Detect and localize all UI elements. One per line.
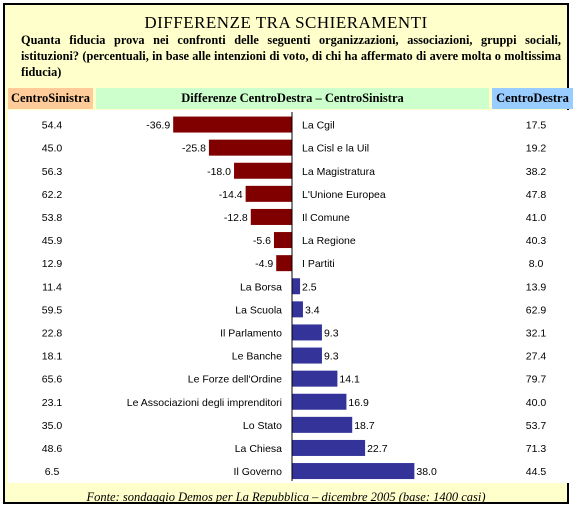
category-label: La Magistratura (302, 166, 375, 178)
difference-bar (173, 116, 292, 133)
difference-bar (292, 324, 322, 341)
chart-frame: DIFFERENZE TRA SCHIERAMENTI Quanta fiduc… (3, 3, 573, 504)
centrosinistra-value: 35.0 (42, 420, 63, 432)
centrodestra-value: 71.3 (526, 443, 547, 455)
header-centrosinistra: CentroSinistra (8, 88, 93, 109)
category-label: Il Governo (234, 466, 283, 478)
header-differences: Differenze CentroDestra – CentroSinistra (96, 88, 489, 109)
category-label: Il Comune (302, 212, 350, 224)
centrosinistra-value: 62.2 (42, 189, 63, 201)
difference-value-label: -5.6 (253, 235, 271, 247)
centrosinistra-value: 45.0 (42, 143, 63, 155)
chart-panel: -36.9 La Cgil 54.4 17.5 -25.8 La Cisl e la Ui… (8, 110, 573, 483)
category-label: La Regione (302, 235, 356, 247)
category-label: La Chiesa (235, 443, 282, 455)
difference-bar (292, 439, 366, 456)
centrodestra-value: 19.2 (526, 143, 547, 155)
difference-value-label: 3.4 (305, 304, 320, 316)
source-note: Fonte: sondaggio Demos per La Repubblica… (86, 490, 486, 504)
difference-value-label: 18.7 (354, 420, 375, 432)
centrosinistra-value: 23.1 (42, 397, 63, 409)
difference-bar-chart: -36.9 La Cgil 54.4 17.5 -25.8 La Cisl e la Ui… (42, 112, 547, 481)
category-label: Lo Stato (243, 420, 282, 432)
difference-bar (250, 208, 292, 225)
centrodestra-value: 47.8 (526, 189, 547, 201)
centrodestra-value: 41.0 (526, 212, 547, 224)
difference-bar (245, 185, 292, 202)
centrodestra-value: 53.7 (526, 420, 547, 432)
difference-value-label: -12.8 (224, 212, 248, 224)
centrosinistra-value: 59.5 (42, 304, 63, 316)
centrosinistra-value: 22.8 (42, 327, 63, 339)
difference-value-label: 38.0 (416, 466, 437, 478)
difference-value-label: 9.3 (324, 351, 339, 363)
difference-bar (292, 416, 353, 433)
centrosinistra-value: 6.5 (45, 466, 60, 478)
difference-bar (292, 370, 338, 387)
centrodestra-value: 62.9 (526, 304, 547, 316)
category-label: I Partiti (302, 258, 335, 270)
centrodestra-value: 17.5 (526, 120, 547, 132)
centrodestra-value: 8.0 (529, 258, 544, 270)
difference-bar (292, 393, 347, 410)
header-centrodestra: CentroDestra (492, 88, 573, 109)
difference-bar (292, 347, 322, 364)
centrosinistra-value: 54.4 (42, 120, 63, 132)
difference-value-label: -18.0 (207, 166, 231, 178)
centrodestra-value: 13.9 (526, 281, 547, 293)
difference-bar (292, 463, 415, 480)
category-label: Il Parlamento (220, 327, 282, 339)
difference-value-label: 22.7 (367, 443, 388, 455)
centrosinistra-value: 18.1 (42, 351, 63, 363)
centrosinistra-value: 45.9 (42, 235, 63, 247)
centrosinistra-value: 12.9 (42, 258, 63, 270)
difference-bar (208, 139, 292, 156)
category-label: Le Forze dell'Ordine (188, 374, 282, 386)
category-label: La Borsa (240, 281, 282, 293)
difference-value-label: 2.5 (302, 281, 317, 293)
difference-value-label: -36.9 (146, 120, 170, 132)
centrodestra-value: 32.1 (526, 327, 547, 339)
difference-bar (292, 301, 303, 318)
difference-value-label: -4.9 (255, 258, 273, 270)
centrodestra-value: 27.4 (526, 351, 547, 363)
difference-value-label: 9.3 (324, 327, 339, 339)
category-label: L'Unione Europea (302, 189, 386, 201)
difference-bar (234, 162, 292, 179)
category-label: La Cgil (302, 120, 335, 132)
centrodestra-value: 79.7 (526, 374, 547, 386)
centrosinistra-value: 56.3 (42, 166, 63, 178)
category-label: Le Associazioni degli imprenditori (127, 397, 282, 409)
category-label: La Scuola (235, 304, 282, 316)
difference-value-label: -14.4 (219, 189, 243, 201)
survey-question: Quanta fiducia prova nei confronti delle… (21, 33, 561, 79)
centrodestra-value: 44.5 (526, 466, 547, 478)
centrodestra-value: 40.0 (526, 397, 547, 409)
centrosinistra-value: 53.8 (42, 212, 63, 224)
centrodestra-value: 40.3 (526, 235, 547, 247)
centrodestra-value: 38.2 (526, 166, 547, 178)
difference-bar (292, 278, 301, 295)
difference-bar (273, 232, 292, 249)
chart-title: DIFFERENZE TRA SCHIERAMENTI (144, 13, 428, 32)
difference-value-label: -25.8 (182, 143, 206, 155)
centrosinistra-value: 11.4 (42, 281, 62, 293)
category-label: La Cisl e la Uil (302, 143, 369, 155)
difference-value-label: 16.9 (348, 397, 369, 409)
difference-value-label: 14.1 (339, 374, 360, 386)
category-label: Le Banche (232, 351, 282, 363)
difference-bar (276, 255, 292, 272)
centrosinistra-value: 65.6 (42, 374, 63, 386)
centrosinistra-value: 48.6 (42, 443, 63, 455)
